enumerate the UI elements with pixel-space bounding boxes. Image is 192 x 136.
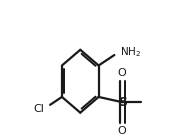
Text: O: O	[118, 126, 127, 136]
Text: NH$_2$: NH$_2$	[120, 46, 141, 59]
Text: S: S	[118, 96, 127, 109]
Text: Cl: Cl	[33, 104, 44, 114]
Text: O: O	[118, 68, 127, 78]
